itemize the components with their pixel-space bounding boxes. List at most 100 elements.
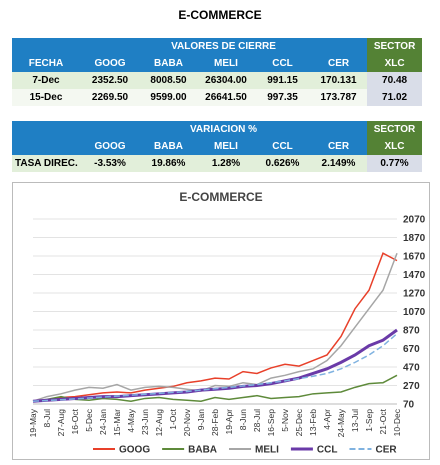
column-header: GOOG [80, 138, 140, 155]
x-tick-label: 23-Jun [140, 409, 150, 435]
header-row: VALORES DE CIERRE SECTOR [12, 38, 423, 55]
cell: 26304.00 [197, 72, 255, 89]
series-line [32, 374, 398, 402]
cell: 0.77% [367, 155, 422, 172]
x-tick-label: 8-Jul [42, 409, 52, 428]
header-row: GOOG BABA MELI CCL CER XLC [12, 138, 422, 155]
y-tick-label: 470 [403, 363, 420, 374]
y-tick-label: 670 [403, 344, 420, 355]
series-line [32, 328, 398, 403]
column-header: MELI [197, 55, 255, 72]
header-row: VARIACION % SECTOR [12, 121, 422, 138]
column-header: CER [310, 55, 368, 72]
x-tick-label: 13-Feb [308, 409, 318, 436]
cell: 15-Dec [12, 89, 80, 106]
column-header: XLC [367, 55, 423, 72]
y-tick-label: 870 [403, 326, 420, 337]
legend-label: BABA [188, 445, 217, 456]
group-header: VARIACION % [80, 121, 367, 138]
header-cell [12, 121, 80, 138]
x-tick-label: 19-Apr [224, 409, 234, 435]
column-header: GOOG [80, 55, 140, 72]
cell: 2.149% [310, 155, 367, 172]
legend-label: CER [375, 445, 397, 456]
cell: 71.02 [367, 89, 423, 106]
group-header: VALORES DE CIERRE [80, 38, 368, 55]
cell: 997.35 [255, 89, 310, 106]
column-header: XLC [367, 138, 422, 155]
legend-label: GOOG [119, 445, 150, 456]
x-tick-label: 13-Jul [350, 409, 360, 432]
column-header: BABA [140, 138, 197, 155]
x-tick-label: 4-May [126, 408, 136, 432]
column-header: MELI [197, 138, 255, 155]
x-tick-label: 1-Sep [364, 409, 374, 432]
series-line [32, 333, 398, 402]
cell: 7-Dec [12, 72, 80, 89]
y-tick-label: 70 [403, 400, 415, 411]
x-tick-label: 24-Jan [98, 409, 108, 435]
x-tick-label: 25-Dec [294, 408, 304, 436]
x-tick-label: 15-Mar [112, 409, 122, 436]
y-tick-label: 2070 [403, 215, 426, 226]
closing-table: VALORES DE CIERRE SECTOR FECHA GOOG BABA MELI… [12, 38, 423, 106]
cell: 0.626% [255, 155, 310, 172]
column-header: BABA [140, 55, 197, 72]
x-tick-label: 4-Apr [322, 409, 332, 430]
x-tick-label: 5-Nov [280, 408, 290, 431]
cell: 991.15 [255, 72, 310, 89]
y-tick-label: 1670 [403, 252, 426, 263]
header-cell [12, 38, 80, 55]
page-title: E-COMMERCE [178, 8, 262, 22]
column-header: FECHA [12, 55, 80, 72]
legend-label: MELI [255, 445, 279, 456]
x-tick-label: 10-Dec [392, 408, 402, 436]
y-tick-label: 270 [403, 381, 420, 392]
y-tick-label: 1070 [403, 307, 426, 318]
cell: 1.28% [197, 155, 255, 172]
y-tick-label: 1270 [403, 289, 426, 300]
cell: 2352.50 [80, 72, 140, 89]
header-row: FECHA GOOG BABA MELI CCL CER XLC [12, 55, 423, 72]
series-line [32, 252, 398, 402]
cell: TASA DIREC. [12, 155, 80, 172]
x-tick-label: 27-Aug [56, 409, 66, 437]
header-cell [12, 138, 80, 155]
cell: -3.53% [80, 155, 140, 172]
x-tick-label: 12-Aug [154, 409, 164, 437]
y-tick-label: 1870 [403, 233, 426, 244]
cell: 70.48 [367, 72, 423, 89]
variation-table: VARIACION % SECTOR GOOG BABA MELI CCL CER XLC TA… [12, 121, 422, 172]
x-tick-label: 1-Oct [168, 408, 178, 429]
chart-title: E-COMMERCE [179, 190, 262, 204]
column-header: CER [310, 138, 367, 155]
column-header: CCL [255, 55, 310, 72]
x-tick-label: 9-Jan [196, 409, 206, 431]
x-tick-label: 8-Jun [238, 409, 248, 431]
x-tick-label: 21-Oct [378, 408, 388, 434]
cell: 8008.50 [140, 72, 197, 89]
x-tick-label: 5-Dec [84, 408, 94, 431]
x-tick-label: 16-Sep [266, 409, 276, 437]
sector-header: SECTOR [367, 38, 423, 55]
y-tick-label: 1470 [403, 270, 426, 281]
cell: 26641.50 [197, 89, 255, 106]
sector-header: SECTOR [367, 121, 422, 138]
x-tick-label: 24-May [336, 408, 346, 437]
cell: 19.86% [140, 155, 197, 172]
data-row: 15-Dec 2269.50 9599.00 26641.50 997.35 173.78… [12, 89, 423, 106]
cell: 170.131 [310, 72, 368, 89]
cell: 173.787 [310, 89, 368, 106]
x-tick-label: 16-Oct [70, 408, 80, 434]
data-row: TASA DIREC. -3.53% 19.86% 1.28% 0.626% 2.149%… [12, 155, 422, 172]
legend-label: CCL [317, 445, 338, 456]
cell: 2269.50 [80, 89, 140, 106]
chart: E-COMMERCE 70 270 470 670 870 1070 1270 1470 167… [12, 182, 430, 460]
x-tick-label: 19-May [28, 408, 38, 437]
x-tick-label: 28-Feb [210, 409, 220, 436]
cell: 9599.00 [140, 89, 197, 106]
column-header: CCL [255, 138, 310, 155]
x-tick-label: 20-Nov [182, 408, 192, 436]
series-line [32, 252, 398, 402]
